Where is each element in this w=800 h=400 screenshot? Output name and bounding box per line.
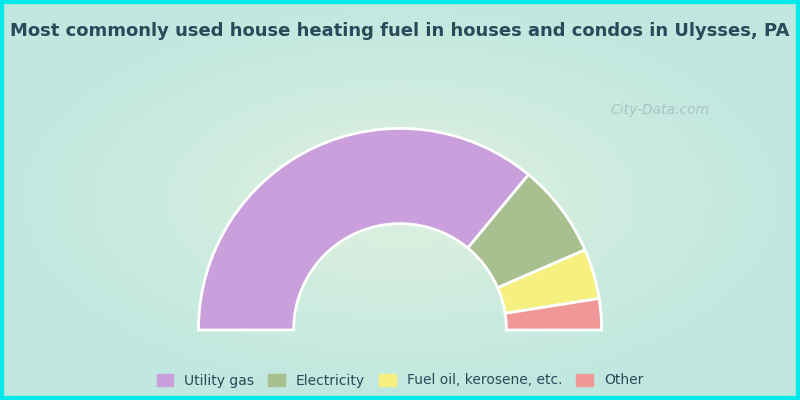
Wedge shape <box>498 250 599 313</box>
Wedge shape <box>468 175 585 288</box>
Wedge shape <box>198 128 529 330</box>
Text: City-Data.com: City-Data.com <box>610 103 709 117</box>
Text: Most commonly used house heating fuel in houses and condos in Ulysses, PA: Most commonly used house heating fuel in… <box>10 22 790 40</box>
Legend: Utility gas, Electricity, Fuel oil, kerosene, etc., Other: Utility gas, Electricity, Fuel oil, kero… <box>151 368 649 393</box>
Wedge shape <box>505 298 602 330</box>
